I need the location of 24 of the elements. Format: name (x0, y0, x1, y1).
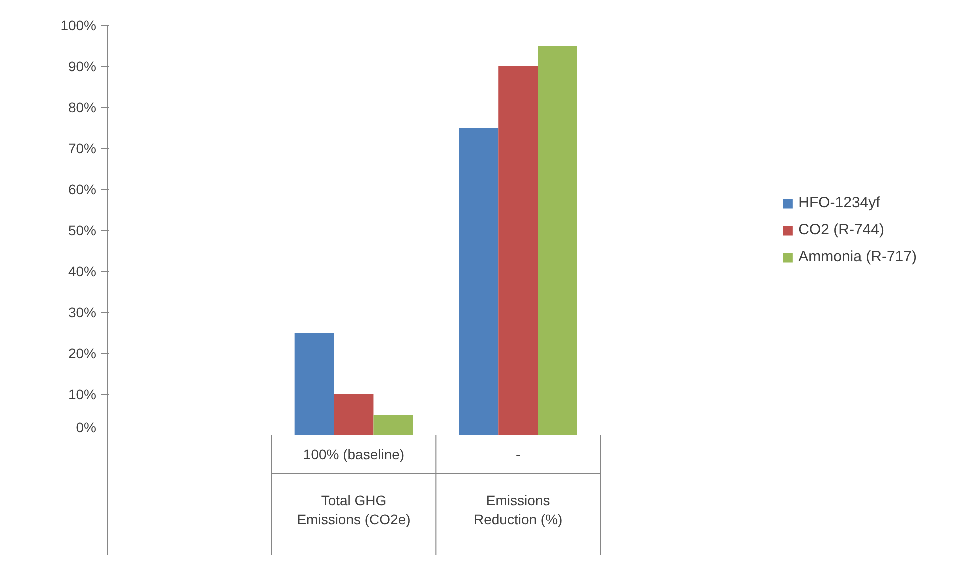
legend-label: HFO-1234yf (798, 194, 880, 212)
y-tick-label: 20% (68, 346, 97, 362)
y-tick-label: 40% (68, 264, 97, 280)
x-tick-label: - (516, 446, 521, 463)
bar (538, 46, 578, 435)
bar (334, 394, 374, 435)
y-tick-label: 30% (68, 304, 97, 320)
bar (294, 333, 334, 435)
legend-label: Ammonia (R-717) (798, 248, 917, 266)
text: Emissions Reduction (%) (474, 492, 563, 528)
bar (374, 415, 414, 435)
y-tick-label: 50% (68, 222, 97, 238)
y-tick-label: 0% (76, 420, 96, 436)
y-tick-label: 80% (68, 100, 97, 116)
y-tick-label: 60% (68, 182, 97, 198)
y-tick-label: 10% (68, 386, 97, 402)
y-tick-label: 70% (68, 140, 97, 156)
legend-label: CO2 (R-744) (798, 222, 884, 238)
y-tick-label: 100% (60, 18, 97, 34)
text: Total GHG Emissions (CO2e) (297, 492, 411, 528)
y-tick-label: 90% (68, 58, 97, 74)
bar (459, 128, 499, 435)
bar (498, 66, 538, 435)
x-tick-label: 100% (baseline) (303, 446, 405, 463)
